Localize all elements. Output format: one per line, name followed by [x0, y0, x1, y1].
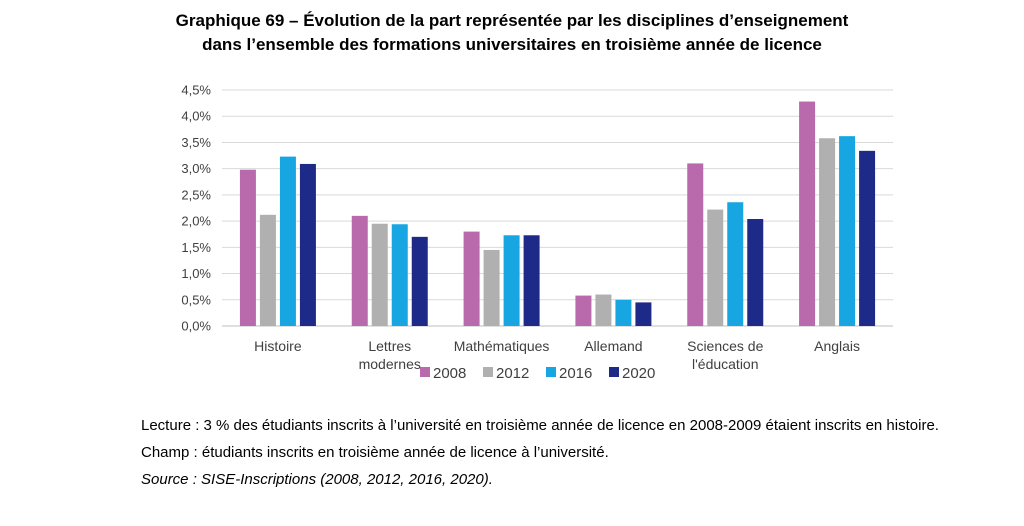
bar-2008: [239, 169, 256, 326]
x-tick-label: l'éducation: [692, 356, 759, 372]
bar-2016: [503, 235, 520, 326]
y-tick-label: 1,0%: [181, 266, 211, 281]
bar-2012: [371, 223, 388, 326]
legend-swatch-2008: [420, 367, 430, 377]
bar-2020: [523, 235, 540, 326]
x-tick-label: modernes: [359, 356, 421, 372]
bar-2012: [259, 214, 276, 326]
bar-2020: [299, 163, 316, 326]
bar-2008: [575, 295, 592, 326]
scope-note: Champ : étudiants inscrits en troisième …: [141, 444, 609, 461]
bar-2008: [463, 231, 480, 326]
source-note: Source : SISE-Inscriptions (2008, 2012, …: [141, 471, 493, 488]
y-tick-label: 2,0%: [181, 214, 211, 229]
y-tick-label: 0,5%: [181, 292, 211, 307]
reading-note: Lecture : 3 % des étudiants inscrits à l…: [141, 417, 939, 434]
bar-2008: [687, 163, 704, 326]
bar-2016: [727, 202, 744, 326]
x-tick-label: Sciences de: [687, 338, 763, 354]
legend-label-2008: 2008: [433, 365, 466, 382]
bar-2020: [411, 236, 428, 326]
bar-2012: [595, 294, 612, 326]
bar-2008: [351, 215, 368, 326]
y-tick-label: 0,0%: [181, 319, 211, 334]
bar-2020: [859, 150, 876, 326]
bar-2012: [483, 249, 500, 326]
y-tick-label: 3,0%: [181, 161, 211, 176]
bar-2012: [819, 138, 836, 326]
x-tick-label: Allemand: [584, 338, 642, 354]
y-tick-label: 4,0%: [181, 109, 211, 124]
legend-label-2016: 2016: [559, 365, 592, 382]
bar-2020: [747, 219, 764, 326]
bar-2020: [635, 302, 652, 326]
chart-notes: Lecture : 3 % des étudiants inscrits à l…: [141, 416, 961, 490]
bar-2016: [615, 299, 632, 326]
bar-2008: [799, 101, 816, 326]
bar-2012: [707, 209, 724, 326]
legend-swatch-2016: [546, 367, 556, 377]
y-tick-label: 2,5%: [181, 187, 211, 202]
legend-label-2020: 2020: [622, 365, 655, 382]
chart-title: Graphique 69 – Évolution de la part repr…: [0, 9, 1024, 57]
bar-2016: [279, 156, 296, 326]
bar-2016: [391, 224, 408, 326]
x-tick-label: Histoire: [254, 338, 302, 354]
legend-swatch-2012: [483, 367, 493, 377]
y-tick-label: 3,5%: [181, 135, 211, 150]
chart-title-line-2: dans l’ensemble des formations universit…: [202, 35, 822, 54]
chart-title-line-1: Graphique 69 – Évolution de la part repr…: [175, 11, 849, 30]
x-tick-label: Anglais: [814, 338, 860, 354]
x-tick-label: Mathématiques: [454, 338, 550, 354]
legend-swatch-2020: [609, 367, 619, 377]
x-tick-label: Lettres: [368, 338, 411, 354]
legend-label-2012: 2012: [496, 365, 529, 382]
y-tick-label: 1,5%: [181, 240, 211, 255]
y-tick-label: 4,5%: [181, 83, 211, 98]
bar-chart: 0,0% 0,5% 1,0% 1,5% 2,0% 2,5% 3,0% 3,5% 4,0% 4,5%…: [181, 83, 893, 382]
bar-2016: [839, 136, 856, 326]
